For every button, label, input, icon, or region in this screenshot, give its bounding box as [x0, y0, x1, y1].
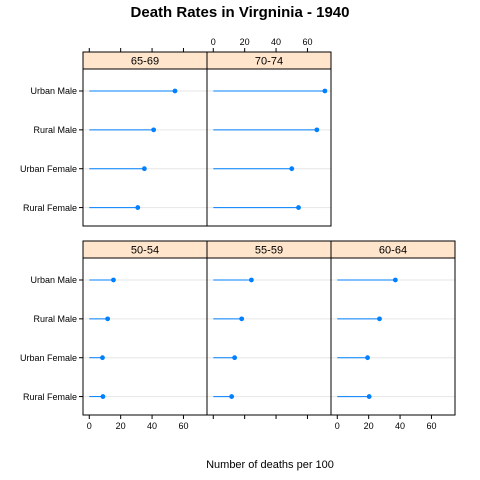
point-50-54-rural-female [100, 394, 106, 399]
category-label-urban-male: Urban Male [30, 86, 77, 96]
panel-border-50-54 [82, 257, 208, 416]
panel-60-64: 60-64 [330, 240, 456, 416]
panel-border-70-74 [206, 68, 332, 227]
point-70-74-urban-female [289, 166, 295, 172]
point-50-54-urban-male [111, 277, 116, 283]
point-60-64-urban-female [365, 355, 370, 361]
panel-70-74: 70-74 [206, 51, 332, 227]
x-tick-label-top: 40 [271, 37, 281, 47]
strip-label-55-59: 55-59 [255, 245, 283, 257]
point-65-69-urban-female [141, 166, 147, 172]
x-tick-label-bottom: 60 [426, 421, 436, 431]
strip-label-50-54: 50-54 [131, 245, 159, 257]
x-tick-label-bottom: 20 [364, 421, 374, 431]
x-tick-label-top: 20 [240, 37, 250, 47]
point-65-69-rural-female [135, 205, 141, 210]
panel-border-65-69 [82, 68, 208, 227]
category-label-rural-female: Rural Female [23, 392, 77, 402]
x-tick-label-bottom: 0 [335, 421, 340, 431]
panel-50-54: 50-54 [82, 240, 208, 416]
point-50-54-rural-male [105, 316, 111, 322]
category-label-urban-female: Urban Female [20, 353, 77, 363]
x-tick-label-top: 60 [302, 37, 312, 47]
panels-layer: 50-54 55-59 60-64 65-69 70-74 Rural Female Urb… [20, 37, 456, 431]
category-label-urban-female: Urban Female [20, 164, 77, 174]
point-55-59-urban-female [232, 355, 238, 361]
point-65-69-urban-male [172, 88, 178, 94]
category-label-rural-male: Rural Male [33, 314, 77, 324]
panel-border-60-64 [330, 257, 456, 416]
panel-65-69: 65-69 [82, 51, 208, 227]
point-70-74-rural-male [314, 127, 320, 133]
strip-label-70-74: 70-74 [255, 56, 283, 68]
panel-border-55-59 [206, 257, 332, 416]
x-tick-label-bottom: 20 [116, 421, 126, 431]
point-50-54-urban-female [100, 355, 105, 361]
strip-label-65-69: 65-69 [131, 56, 159, 68]
x-tick-label-top: 0 [211, 37, 216, 47]
chart-title: Death Rates in Virgninia - 1940 [131, 4, 350, 21]
point-55-59-rural-female [229, 394, 235, 399]
category-label-rural-male: Rural Male [33, 125, 77, 135]
point-60-64-urban-male [392, 277, 398, 283]
x-axis-label: Number of deaths per 100 [206, 459, 334, 471]
x-tick-label-bottom: 0 [87, 421, 92, 431]
strip-label-60-64: 60-64 [379, 245, 407, 257]
point-65-69-rural-male [151, 127, 157, 133]
point-70-74-urban-male [322, 88, 328, 94]
x-tick-label-bottom: 40 [395, 421, 405, 431]
category-label-rural-female: Rural Female [23, 203, 77, 213]
panel-55-59: 55-59 [206, 240, 332, 416]
point-60-64-rural-male [377, 316, 382, 322]
point-60-64-rural-female [366, 394, 372, 399]
point-55-59-urban-male [249, 277, 254, 283]
category-label-urban-male: Urban Male [30, 275, 77, 285]
point-55-59-rural-male [239, 316, 245, 322]
x-tick-label-bottom: 40 [147, 421, 157, 431]
x-tick-label-bottom: 60 [178, 421, 188, 431]
point-70-74-rural-female [296, 205, 301, 210]
